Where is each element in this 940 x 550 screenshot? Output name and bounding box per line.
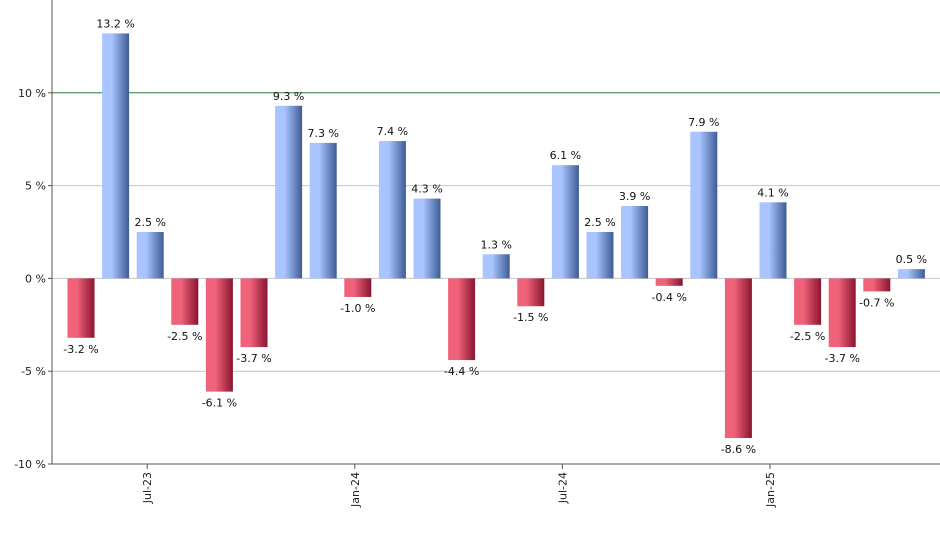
bar — [378, 141, 406, 279]
bar — [136, 232, 164, 279]
bar-value-label: -3.7 % — [236, 352, 271, 365]
bar — [205, 278, 233, 392]
bar-value-label: -4.4 % — [444, 365, 479, 378]
y-tick-label: 0 % — [25, 272, 46, 285]
bar-value-label: -6.1 % — [202, 397, 237, 410]
bar-value-label: 4.1 % — [757, 186, 788, 199]
bar-value-label: 4.3 % — [411, 183, 442, 196]
bar-value-label: 1.3 % — [480, 238, 511, 251]
bar — [67, 278, 95, 338]
x-tick-label: Jan-25 — [764, 472, 777, 508]
bar-value-label: 13.2 % — [96, 17, 134, 30]
y-tick-label: -5 % — [21, 365, 46, 378]
bar — [102, 33, 130, 279]
y-tick-label: 5 % — [25, 180, 46, 193]
bar-value-label: 2.5 % — [134, 216, 165, 229]
bar — [586, 232, 614, 279]
bar-value-label: -3.7 % — [824, 352, 859, 365]
bar — [448, 278, 476, 361]
bar-value-label: 0.5 % — [896, 253, 927, 266]
x-tick-label: Jan-24 — [349, 472, 362, 508]
bar — [551, 165, 579, 279]
bar-value-label: -1.0 % — [340, 302, 375, 315]
bar — [724, 278, 752, 439]
x-tick-label: Jul-23 — [141, 472, 154, 504]
y-tick-label: -10 % — [14, 458, 46, 471]
bar — [482, 254, 510, 279]
bar-value-label: -2.5 % — [167, 330, 202, 343]
bar-value-label: 3.9 % — [619, 190, 650, 203]
bar — [309, 142, 337, 279]
bar — [690, 131, 718, 279]
bar-value-label: 7.9 % — [688, 116, 719, 129]
bar — [794, 278, 822, 325]
bar — [171, 278, 199, 325]
x-tick-label: Jul-24 — [556, 472, 569, 504]
bar — [344, 278, 372, 297]
bar — [655, 278, 683, 286]
bar-value-label: 9.3 % — [273, 90, 304, 103]
bar — [517, 278, 545, 307]
bar-value-label: -8.6 % — [721, 443, 756, 456]
bar-value-label: 2.5 % — [584, 216, 615, 229]
bar — [759, 202, 787, 279]
bar-value-label: 6.1 % — [550, 149, 581, 162]
y-tick-label: 10 % — [18, 87, 46, 100]
bar — [275, 105, 303, 279]
bar-value-label: 7.3 % — [307, 127, 338, 140]
bar-value-label: 7.4 % — [377, 125, 408, 138]
bar-value-label: -0.7 % — [859, 296, 894, 309]
axes-layer: -10 % -5 % 0 % 5 % 10 % Jul-23 Jan-24 Jul-24 Jan… — [14, 0, 940, 508]
bar — [621, 206, 649, 279]
bar-value-label: -2.5 % — [790, 330, 825, 343]
bars-layer — [67, 33, 925, 439]
bar — [240, 278, 268, 348]
bar — [413, 198, 441, 279]
bar — [897, 269, 925, 279]
bar-value-label: -1.5 % — [513, 311, 548, 324]
bar-value-label: -3.2 % — [63, 343, 98, 356]
bar — [863, 278, 891, 292]
bar — [828, 278, 856, 348]
data-labels-layer: -3.2 % 13.2 % 2.5 % -2.5 % -6.1 % -3.7 % 9.3 %… — [63, 17, 927, 456]
bar-value-label: -0.4 % — [651, 291, 686, 304]
